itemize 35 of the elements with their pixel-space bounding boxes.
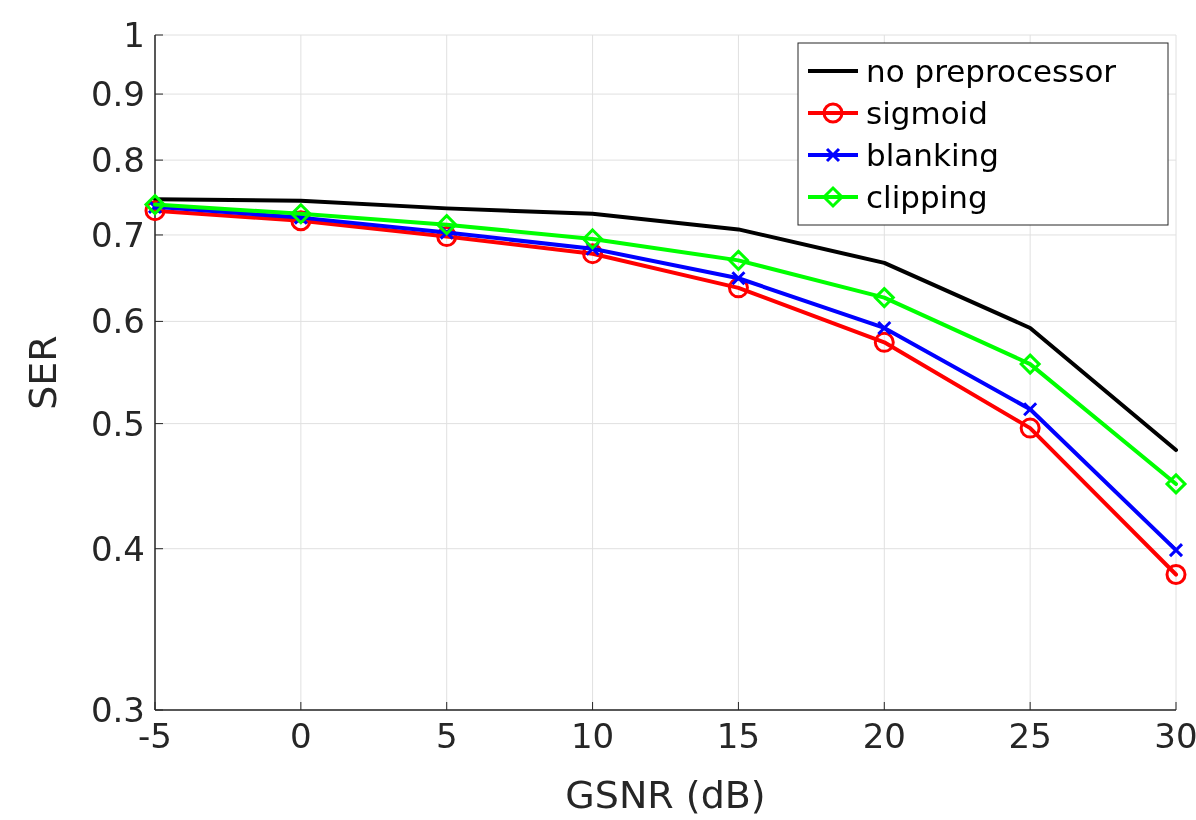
legend-label: clipping [866, 179, 988, 215]
x-axis-title: GSNR (dB) [565, 773, 766, 817]
y-axis-title: SER [21, 335, 65, 410]
x-tick-label: 5 [435, 716, 458, 756]
x-tick-label: 25 [1008, 716, 1052, 756]
point [436, 214, 458, 236]
point [1019, 417, 1041, 439]
point [727, 249, 749, 271]
y-tick-label: 0.8 [90, 140, 145, 181]
point [730, 270, 746, 286]
point [1019, 353, 1041, 375]
point [1022, 401, 1038, 417]
point [144, 194, 166, 216]
y-tick-label: 0.4 [90, 528, 145, 569]
point [876, 320, 892, 336]
legend-label: sigmoid [866, 95, 988, 131]
y-tick-label: 0.7 [90, 214, 145, 255]
point [873, 331, 895, 353]
x-tick-label: 10 [570, 716, 615, 756]
y-tick-label: 0.9 [90, 74, 145, 115]
x-tick-label: 20 [862, 716, 906, 756]
point [582, 228, 604, 250]
x-tick-label: 30 [1154, 716, 1196, 756]
point [873, 287, 895, 309]
y-tick-label: 1 [123, 15, 145, 55]
legend-label: no preprocessor [866, 53, 1117, 89]
point [1165, 564, 1187, 586]
point [1165, 473, 1187, 495]
x-tick-label: 15 [716, 716, 761, 756]
y-tick-label: 0.5 [90, 403, 145, 444]
point [1168, 542, 1184, 558]
y-tick-label: 0.6 [90, 301, 145, 342]
legend-label: blanking [866, 137, 999, 173]
x-tick-label: 0 [290, 716, 312, 756]
point [290, 203, 312, 225]
